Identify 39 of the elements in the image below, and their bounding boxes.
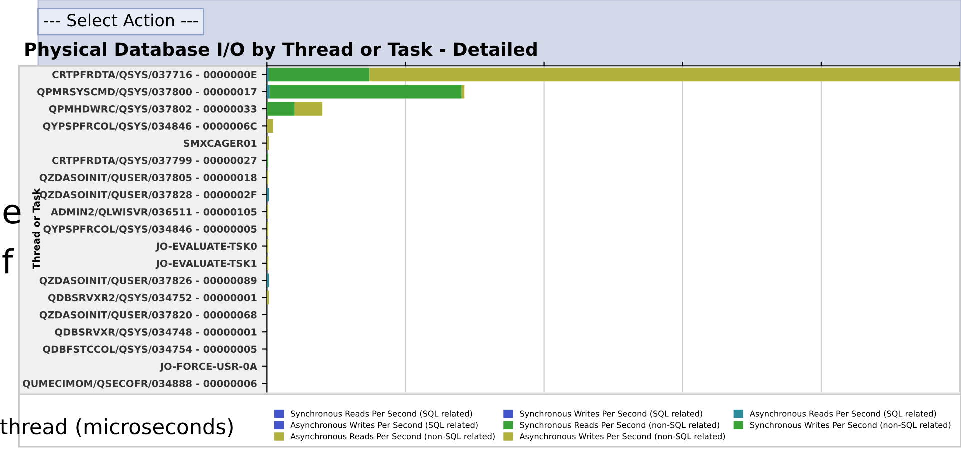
bar: [267, 119, 274, 134]
y-tick-label: QPMRSYSCMD/QSYS/037800 - 00000017: [38, 88, 257, 97]
legend-label: Synchronous Writes Per Second (non-SQL related): [750, 422, 951, 430]
y-tick-label: SMXCAGER01: [184, 140, 257, 148]
y-tick-label: QYPSPFRCOL/QSYS/034846 - 00000005: [44, 226, 257, 234]
y-tick-label: CRTPFRDTA/QSYS/037716 - 0000000E: [52, 71, 257, 80]
legend-label: Synchronous Writes Per Second (SQL related): [520, 410, 702, 418]
bar: [270, 84, 462, 99]
legend-label: Synchronous Reads Per Second (non-SQL related): [520, 422, 720, 430]
legend-label: Asynchronous Reads Per Second (SQL related): [750, 410, 936, 418]
y-tick-label: JO-EVALUATE-TSK1: [156, 260, 257, 270]
y-tick-label: QUMECIMOM/QSECOFR/034888 - 00000006: [23, 380, 257, 389]
y-tick-label: QZDASOINIT/QUSER/037826 - 00000089: [40, 277, 257, 286]
legend-label: Asynchronous Writes Per Second (non-SQL related): [520, 433, 726, 442]
legend-label: Asynchronous Writes Per Second (SQL related): [290, 422, 478, 430]
bar: [294, 102, 323, 116]
y-tick-label: QDBFSTCCOL/QSYS/034754 - 00000005: [43, 346, 257, 354]
y-tick-label: QDBSRVXR2/QSYS/034752 - 00000001: [48, 294, 257, 303]
chart-title: Physical Database I/O by Thread or Task - Detailed: [26, 42, 537, 60]
y-tick-label: QZDASOINIT/QUSER/037820 - 00000068: [40, 311, 257, 320]
y-tick-label: JO-FORCE-USR-0A: [160, 362, 258, 372]
text: e: [4, 204, 21, 224]
y-tick-label: QPMHDWRC/QSYS/037802 - 00000033: [49, 106, 257, 114]
y-tick-label: JO-EVALUATE-TSK0: [156, 242, 257, 252]
y-tick-label: QDBSRVXR/QSYS/034748 - 00000001: [55, 328, 257, 338]
bar: [370, 68, 960, 82]
y-tick-label: ADMIN2/QLWISVR/036511 - 00000105: [51, 208, 257, 218]
text: thread (microseconds): [0, 418, 233, 438]
legend-label: Synchronous Reads Per Second (SQL related): [291, 410, 472, 418]
bar: [269, 68, 370, 82]
y-tick-label: QYPSPFRCOL/QSYS/034846 - 0000006C: [43, 122, 257, 132]
text: --- Select Action ---: [44, 14, 198, 27]
y-tick-label: QZDASOINIT/QUSER/037805 - 00000018: [40, 174, 257, 183]
y-tick-label: CRTPFRDTA/QSYS/037799 - 00000027: [52, 156, 257, 166]
y-axis-title: Thread or Task: [32, 188, 40, 270]
text: f: [2, 248, 14, 274]
y-tick-label: QZDASOINIT/QUSER/037828 - 0000002F: [40, 191, 257, 200]
bar: [267, 102, 295, 116]
legend-label: Asynchronous Reads Per Second (non-SQL related): [290, 433, 495, 442]
